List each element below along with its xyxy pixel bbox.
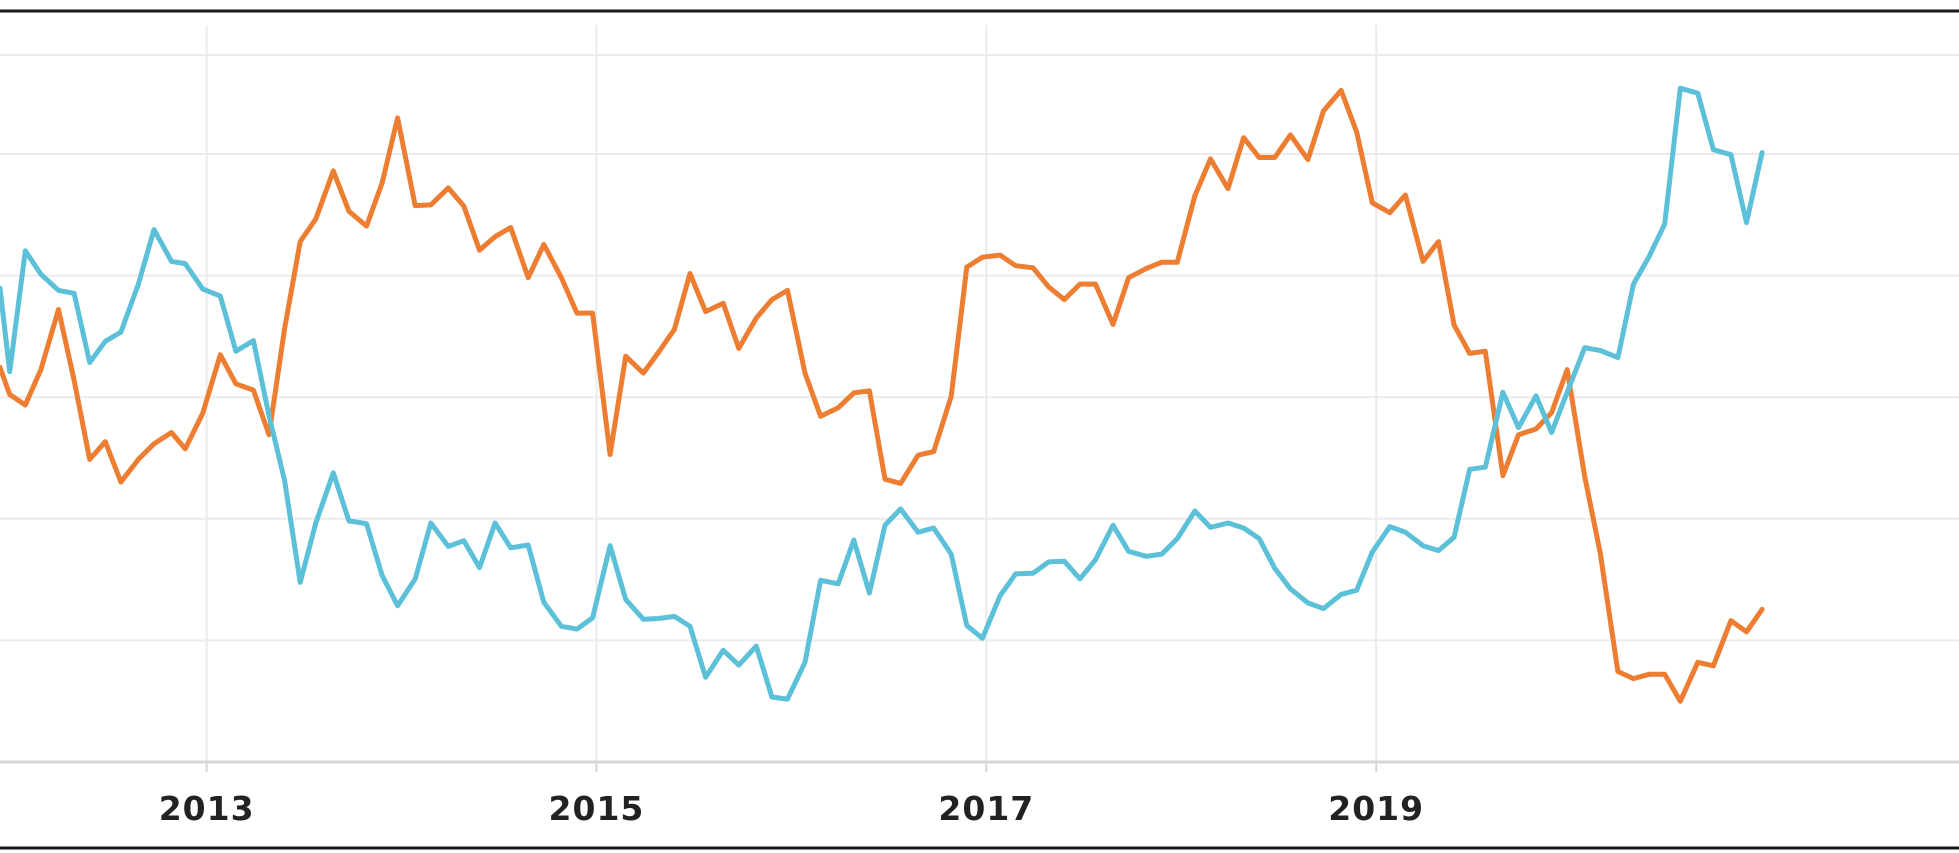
x-tick-label-2015: 2015: [549, 789, 645, 828]
x-tick-label-2013: 2013: [159, 789, 255, 828]
gridlines: [0, 25, 1959, 762]
x-tick-label-2019: 2019: [1328, 789, 1424, 828]
series-line-2: [0, 85, 1765, 702]
x-axis: [0, 760, 1959, 772]
series-line-1: [0, 87, 1765, 704]
series-lines: [0, 85, 1765, 704]
x-tick-label-2017: 2017: [938, 789, 1034, 828]
x-tick-labels: 2013 2015 2017 2019: [159, 789, 1424, 828]
